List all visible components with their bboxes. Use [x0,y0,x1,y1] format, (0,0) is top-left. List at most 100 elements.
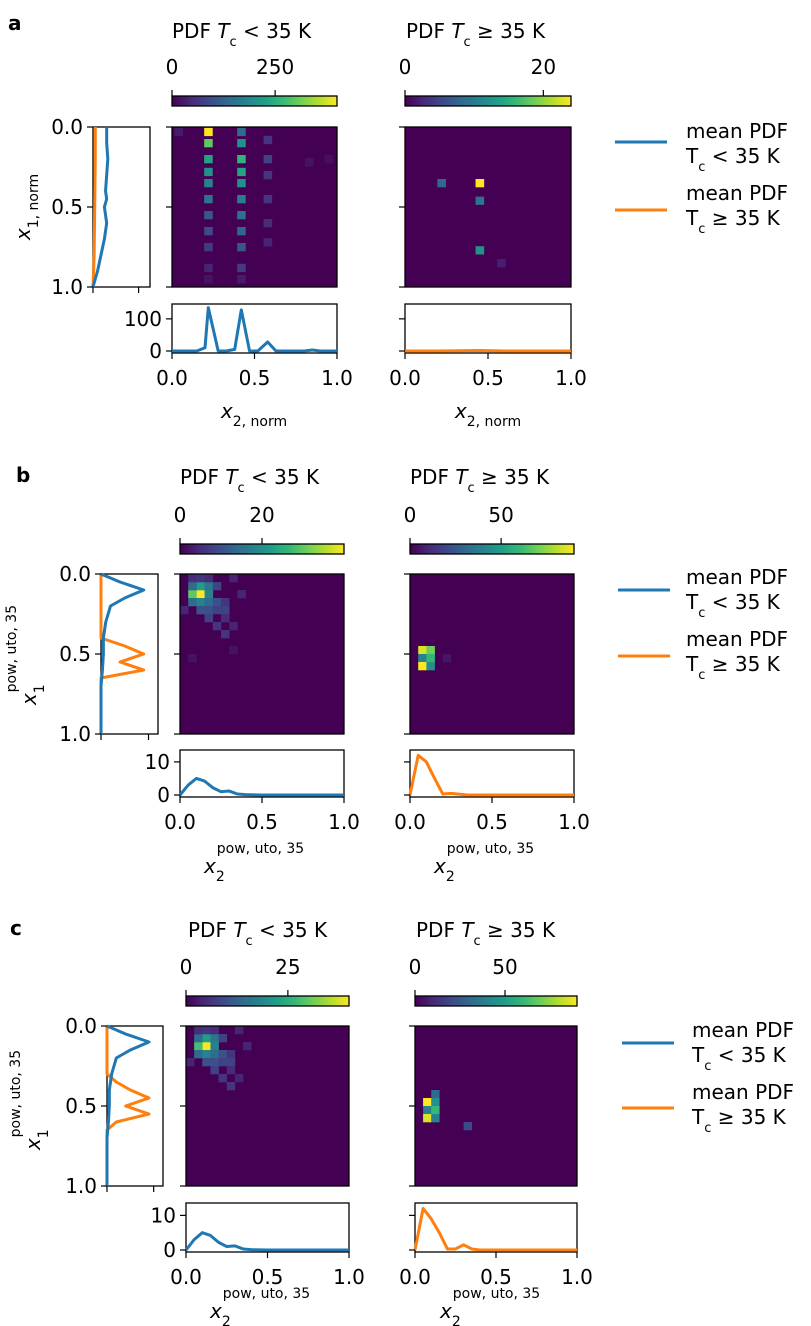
b-heatmap-below-cell-27 [188,654,197,663]
b-xtick-label-above-2: 1.0 [558,810,590,834]
a-heatmap-below-cell-24 [263,195,273,204]
c-title-below: PDF Tc < 35 K [188,918,328,949]
c-xtick-label-above-1: 0.5 [480,1265,512,1289]
c-heatmap-below-cell-10 [218,1050,228,1059]
a-heatmap-below-cell-15 [237,179,246,188]
b-marginal-x-ytick-label-1: 10 [145,750,170,774]
c-heatmap-below-cell-24 [194,1026,203,1035]
b-heatmap-below-cell-1 [188,590,197,599]
a-heatmap-below-cell-3 [204,155,213,164]
a-heatmap-below-cell-5 [204,179,213,188]
b-marginal-x-below-frame [179,749,345,798]
a-xlabel-right: x2, norm [454,399,521,430]
a-colorbar-above-ticklabel-0: 0 [399,55,412,79]
b-heatmap-below-cell-3 [196,582,205,591]
a-heatmap-below-cell-13 [237,155,246,164]
a-ytick-label-2: 1.0 [51,275,83,299]
c-marginal-x-below [184,1231,349,1252]
b-heatmap-below-cell-21 [180,606,189,615]
a-heatmap-below-cell-14 [237,167,246,177]
legend-b-above-line1: mean PDF [686,627,788,651]
c-heatmap-below-cell-9 [210,1050,219,1059]
a-xtick-label-below-1: 0.5 [239,366,271,390]
c-heatmap-above-cell-5 [423,1114,432,1123]
c-heatmap-below-cell-15 [226,1058,236,1067]
b-heatmap-below-cell-10 [212,598,222,607]
a-marginal-y-above [91,127,97,288]
a-marginal-x-above-frame [404,303,572,354]
a-heatmap-below-cell-7 [204,211,213,220]
b-ytick-label-0: 0.0 [59,562,91,586]
a-heatmap-above-cell-2 [475,196,485,205]
b-marginal-y-below [99,572,146,734]
c-heatmap-above-cell-1 [423,1098,432,1107]
a-heatmap-below-cell-11 [237,127,246,137]
a-xtick-label-below-0: 0.0 [156,366,188,390]
c-xtick-label-below-0: 0.0 [170,1265,202,1289]
a-ytick-label-0: 0.0 [51,115,83,139]
b-heatmap-below-cell-4 [204,582,214,591]
b-heatmap-below-cell-8 [196,598,205,607]
legend-c-above-line2: Tc ≥ 35 K [691,1105,787,1136]
c-marginal-x-ytick-label-1: 10 [151,1203,176,1227]
b-heatmap-above-cell-1 [426,646,435,655]
a-heatmap-below-cell-19 [237,243,246,252]
c-heatmap-below-cell-17 [226,1066,236,1075]
b-heatmap-below-cell-12 [196,606,205,615]
a-heatmap-above-cell-3 [475,246,485,255]
c-heatmap-below-cell-5 [194,1034,203,1043]
a-heatmap-below-cell-25 [263,219,273,228]
b-xlabel-right: x2pow, uto, 35 [433,841,534,885]
c-heatmap-above-cell-0 [431,1090,440,1099]
b-heatmap-above-cell-4 [418,662,427,671]
legend-c-below-line2: Tc < 35 K [691,1043,787,1074]
c-title-above: PDF Tc ≥ 35 K [416,918,556,949]
b-heatmap-above-cell-3 [426,654,435,663]
a-heatmap-below-cell-10 [204,263,213,273]
b-title-below: PDF Tc < 35 K [180,465,320,496]
c-colorbar-above-ticklabel-0: 0 [409,955,422,979]
panel-letter-c: c [10,916,22,940]
a-xtick-label-above-0: 0.0 [389,366,421,390]
c-xtick-label-below-2: 1.0 [333,1265,365,1289]
b-xtick-label-below-2: 1.0 [328,810,360,834]
b-colorbar-below-ticklabel-0: 0 [174,503,187,527]
b-heatmap-below-cell-9 [204,598,214,607]
b-marginal-x-above [408,753,574,797]
c-heatmap-below-cell-22 [243,1042,252,1051]
legend-b-below-line1: mean PDF [686,565,788,589]
a-colorbar-above-ticklabel-1: 20 [531,55,556,79]
a-title-below: PDF Tc < 35 K [172,19,312,50]
b-heatmap-below-cell-2 [204,590,214,599]
c-heatmap-below-cell-14 [218,1058,228,1067]
b-colorbar-below-ticklabel-1: 20 [249,503,274,527]
c-heatmap-below-cell-25 [202,1026,211,1035]
a-heatmap-below-cell-17 [237,211,246,220]
a-heatmap-below-bg [172,127,337,287]
b-heatmap-below-cell-24 [188,574,197,583]
b-heatmap-above-cell-0 [418,646,427,655]
legend-a-below-line1: mean PDF [686,119,788,143]
a-colorbar-below [171,95,338,107]
panel-letter-a: a [8,11,22,35]
c-ytick-label-2: 1.0 [65,1174,97,1198]
c-colorbar-below-ticklabel-1: 25 [275,955,300,979]
a-heatmap-below-cell-27 [304,158,314,167]
b-marginal-y-frame [100,573,159,735]
a-title-above: PDF Tc ≥ 35 K [406,19,546,50]
b-heatmap-below-cell-16 [204,614,214,623]
b-heatmap-below-cell-25 [196,574,205,583]
c-xtick-label-above-0: 0.0 [399,1265,431,1289]
b-heatmap-below-cell-18 [212,622,222,631]
c-heatmap-below-cell-16 [210,1066,219,1075]
a-marginal-y-frame [92,126,151,288]
a-ylabel: x1, norm [11,174,42,241]
c-xlabel-left: x2pow, uto, 35 [209,1286,310,1326]
b-heatmap-below-cell-26 [204,574,214,583]
b-colorbar-above-ticklabel-0: 0 [404,503,417,527]
b-heatmap-below-cell-11 [221,598,230,607]
b-ylabel: x1pow, uto, 35 [4,605,48,706]
b-colorbar-above-ticklabel-1: 50 [488,503,513,527]
c-colorbar-below-ticklabel-0: 0 [180,955,193,979]
c-xlabel-right: x2pow, uto, 35 [439,1286,540,1326]
